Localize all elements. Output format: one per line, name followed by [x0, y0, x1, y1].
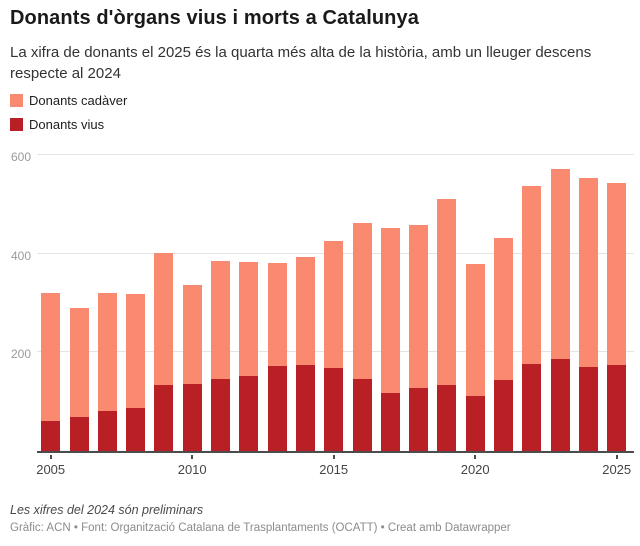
bar-group-2025 — [607, 183, 627, 451]
bar-2014-cadaver[interactable] — [295, 257, 315, 365]
bar-2016-cadaver[interactable] — [352, 222, 372, 379]
bar-2015-vius[interactable] — [324, 367, 344, 451]
bar-2022-cadaver[interactable] — [522, 186, 542, 365]
chart-title: Donants d'òrgans vius i morts a Cataluny… — [10, 7, 419, 29]
bar-group-2021 — [494, 237, 513, 451]
chart-subtitle: La xifra de donants el 2025 és la quarta… — [10, 44, 592, 82]
bar-2016-vius[interactable] — [352, 378, 372, 451]
x-axis-label-2010: 2010 — [177, 462, 207, 477]
bar-2020-vius[interactable] — [465, 396, 485, 451]
bar-2017-cadaver[interactable] — [380, 227, 400, 394]
x-axis-tick-2010 — [191, 455, 194, 459]
bar-2007-cadaver[interactable] — [97, 293, 117, 411]
chart-footnote: Les xifres del 2024 són preliminars — [10, 503, 204, 517]
bar-group-2007 — [97, 293, 117, 451]
bar-2023-cadaver[interactable] — [550, 169, 570, 359]
bar-2017-vius[interactable] — [380, 393, 400, 451]
bar-2014-vius[interactable] — [295, 364, 315, 451]
bar-2021-cadaver[interactable] — [494, 237, 513, 381]
x-axis-tick-2020 — [474, 455, 477, 459]
bar-group-2017 — [380, 227, 400, 451]
bar-2024-vius[interactable] — [578, 366, 598, 451]
bar-2011-vius[interactable] — [211, 378, 230, 451]
bar-2012-vius[interactable] — [239, 375, 259, 451]
x-axis-label-2025: 2025 — [602, 462, 632, 477]
x-axis-tick-2015 — [332, 455, 335, 459]
bar-2009-vius[interactable] — [154, 384, 174, 451]
x-axis-label-2005: 2005 — [36, 462, 66, 477]
bar-2005-vius[interactable] — [41, 421, 61, 451]
bar-group-2020 — [465, 264, 485, 451]
bar-group-2015 — [324, 240, 344, 451]
bar-2008-cadaver[interactable] — [126, 294, 146, 408]
x-axis-label-2015: 2015 — [319, 462, 349, 477]
bar-2025-vius[interactable] — [607, 365, 627, 451]
bar-group-2024 — [578, 178, 598, 451]
bar-group-2016 — [352, 222, 372, 451]
legend-swatch-cadaver — [10, 94, 23, 107]
bar-2013-cadaver[interactable] — [267, 263, 287, 366]
bar-group-2022 — [522, 186, 542, 451]
bar-2024-cadaver[interactable] — [578, 178, 598, 367]
chart-legend: Donants cadàver Donants vius — [10, 93, 127, 132]
bar-2022-vius[interactable] — [522, 364, 542, 451]
bar-group-2019 — [437, 198, 457, 451]
plot-area — [37, 150, 634, 453]
bar-2006-vius[interactable] — [69, 416, 89, 451]
x-axis-label-2020: 2020 — [460, 462, 490, 477]
bar-2007-vius[interactable] — [97, 410, 117, 451]
bar-2010-cadaver[interactable] — [182, 285, 202, 384]
bar-2010-vius[interactable] — [182, 384, 202, 451]
bar-2018-vius[interactable] — [409, 387, 429, 451]
bar-2020-cadaver[interactable] — [465, 264, 485, 397]
legend-swatch-vius — [10, 118, 23, 131]
x-axis-tick-2005 — [49, 455, 52, 459]
bar-group-2023 — [550, 169, 570, 451]
bar-2009-cadaver[interactable] — [154, 252, 174, 385]
y-axis-label-400: 400 — [10, 248, 31, 263]
bar-group-2014 — [295, 257, 315, 451]
gridline-600 — [37, 154, 634, 156]
bar-2006-cadaver[interactable] — [69, 308, 89, 417]
y-axis-label-600: 600 — [10, 150, 31, 165]
bar-2015-cadaver[interactable] — [324, 240, 344, 368]
y-axis-label-200: 200 — [10, 347, 31, 362]
bar-2011-cadaver[interactable] — [211, 260, 230, 379]
bar-group-2010 — [182, 285, 202, 451]
bar-group-2011 — [211, 260, 230, 451]
bar-2025-cadaver[interactable] — [607, 183, 627, 366]
bar-group-2006 — [69, 308, 89, 451]
bar-2008-vius[interactable] — [126, 407, 146, 451]
bar-group-2013 — [267, 263, 287, 451]
bar-group-2012 — [239, 262, 259, 451]
bar-2012-cadaver[interactable] — [239, 262, 259, 376]
bar-2005-cadaver[interactable] — [41, 293, 61, 422]
legend-item-vius: Donants vius — [10, 117, 127, 132]
x-axis-tick-2025 — [615, 455, 618, 459]
bar-2019-vius[interactable] — [437, 384, 457, 451]
bar-2013-vius[interactable] — [267, 365, 287, 451]
legend-label-cadaver: Donants cadàver — [29, 93, 128, 108]
bar-group-2018 — [409, 225, 429, 451]
bar-2023-vius[interactable] — [550, 358, 570, 451]
bar-2019-cadaver[interactable] — [437, 198, 457, 385]
chart-credits: Gràfic: ACN • Font: Organització Catalan… — [10, 522, 511, 534]
bar-group-2009 — [154, 252, 174, 451]
legend-label-vius: Donants vius — [29, 117, 105, 132]
bar-2021-vius[interactable] — [494, 380, 513, 451]
bar-2018-cadaver[interactable] — [409, 225, 429, 388]
bar-group-2005 — [41, 293, 61, 451]
legend-item-cadaver: Donants cadàver — [10, 93, 127, 108]
bar-group-2008 — [126, 294, 146, 451]
